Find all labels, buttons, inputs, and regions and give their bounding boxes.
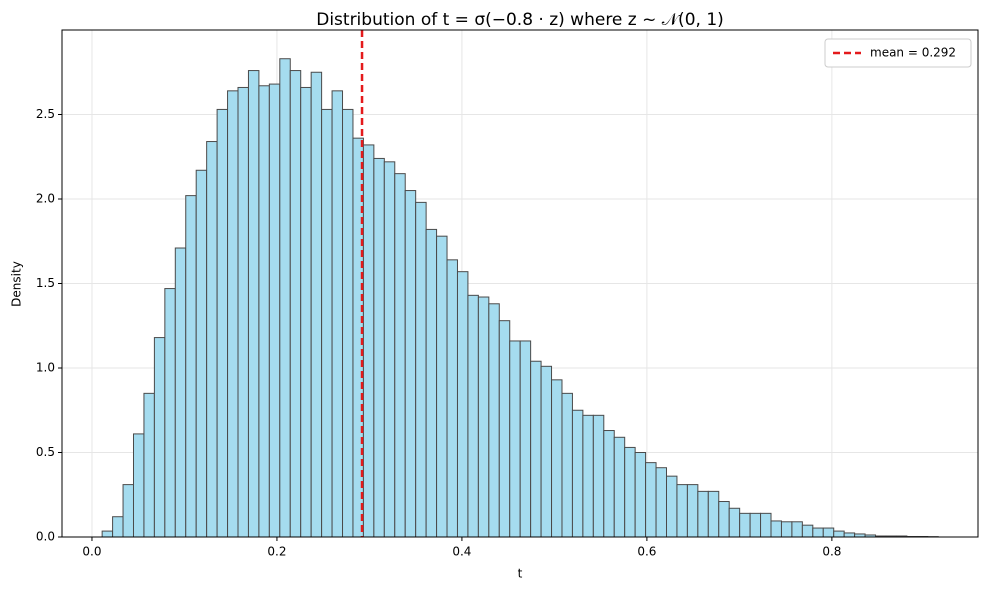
bar bbox=[834, 531, 844, 537]
bar bbox=[447, 260, 457, 537]
bar bbox=[604, 431, 614, 537]
bar bbox=[510, 341, 520, 537]
bar bbox=[719, 502, 729, 537]
bar bbox=[154, 338, 164, 537]
y-tick-label: 0.5 bbox=[36, 445, 55, 459]
bar bbox=[468, 295, 478, 537]
bar bbox=[792, 522, 802, 537]
bar bbox=[269, 84, 279, 537]
bar bbox=[374, 158, 384, 537]
bar bbox=[437, 236, 447, 537]
x-tick-label: 0.4 bbox=[452, 545, 471, 559]
bar bbox=[301, 87, 311, 537]
bar bbox=[311, 72, 321, 537]
bar bbox=[823, 528, 833, 537]
bar bbox=[698, 491, 708, 537]
bar bbox=[217, 109, 227, 537]
bar bbox=[395, 174, 405, 537]
y-tick-label: 2.0 bbox=[36, 192, 55, 206]
bar bbox=[343, 109, 353, 537]
bar bbox=[248, 71, 258, 537]
bar bbox=[583, 415, 593, 537]
x-tick-label: 0.6 bbox=[637, 545, 656, 559]
y-tick-label: 1.0 bbox=[36, 361, 55, 375]
bar bbox=[144, 393, 154, 537]
bar bbox=[708, 491, 718, 537]
bar bbox=[844, 533, 854, 537]
bar bbox=[813, 528, 823, 537]
bar bbox=[426, 229, 436, 537]
x-axis-label: t bbox=[518, 567, 523, 581]
y-tick-label: 1.5 bbox=[36, 276, 55, 290]
bar bbox=[687, 485, 697, 537]
bar bbox=[280, 59, 290, 537]
bar bbox=[332, 91, 342, 537]
bar bbox=[562, 393, 572, 537]
bar bbox=[520, 341, 530, 537]
x-tick-label: 0.2 bbox=[267, 545, 286, 559]
bar bbox=[259, 86, 269, 537]
bar bbox=[740, 513, 750, 537]
bar bbox=[593, 415, 603, 537]
bar bbox=[499, 321, 509, 537]
bar bbox=[572, 410, 582, 537]
bar bbox=[614, 437, 624, 537]
bar bbox=[384, 162, 394, 537]
bar bbox=[656, 468, 666, 537]
bar bbox=[207, 142, 217, 537]
bar bbox=[405, 191, 415, 537]
bar bbox=[102, 531, 112, 537]
x-tick-label: 0.0 bbox=[82, 545, 101, 559]
bar bbox=[781, 522, 791, 537]
bar bbox=[667, 476, 677, 537]
bar bbox=[677, 485, 687, 537]
bar bbox=[729, 508, 739, 537]
bar bbox=[635, 453, 645, 538]
bar bbox=[771, 521, 781, 537]
y-axis-label: Density bbox=[10, 261, 24, 307]
bar bbox=[552, 380, 562, 537]
bar bbox=[457, 272, 467, 537]
bar bbox=[802, 525, 812, 537]
bar bbox=[290, 71, 300, 537]
bar bbox=[175, 248, 185, 537]
x-tick-label: 0.8 bbox=[822, 545, 841, 559]
legend-label: mean = 0.292 bbox=[870, 46, 956, 60]
bar bbox=[416, 202, 426, 537]
bar bbox=[322, 109, 332, 537]
bar bbox=[133, 434, 143, 537]
bar bbox=[531, 361, 541, 537]
bar bbox=[761, 513, 771, 537]
bar bbox=[489, 304, 499, 537]
bar bbox=[113, 517, 123, 537]
bar bbox=[196, 170, 206, 537]
bar bbox=[186, 196, 196, 537]
bar bbox=[363, 145, 373, 537]
bar bbox=[478, 297, 488, 537]
bar bbox=[646, 463, 656, 537]
bar bbox=[123, 485, 133, 537]
bar bbox=[541, 366, 551, 537]
y-tick-label: 0.0 bbox=[36, 530, 55, 544]
y-tick-label: 2.5 bbox=[36, 107, 55, 121]
bar bbox=[165, 289, 175, 537]
bar bbox=[238, 87, 248, 537]
bar bbox=[750, 513, 760, 537]
chart-title: Distribution of t = σ(−0.8 · z) where z … bbox=[316, 10, 724, 30]
bar bbox=[625, 447, 635, 537]
bar bbox=[228, 91, 238, 537]
